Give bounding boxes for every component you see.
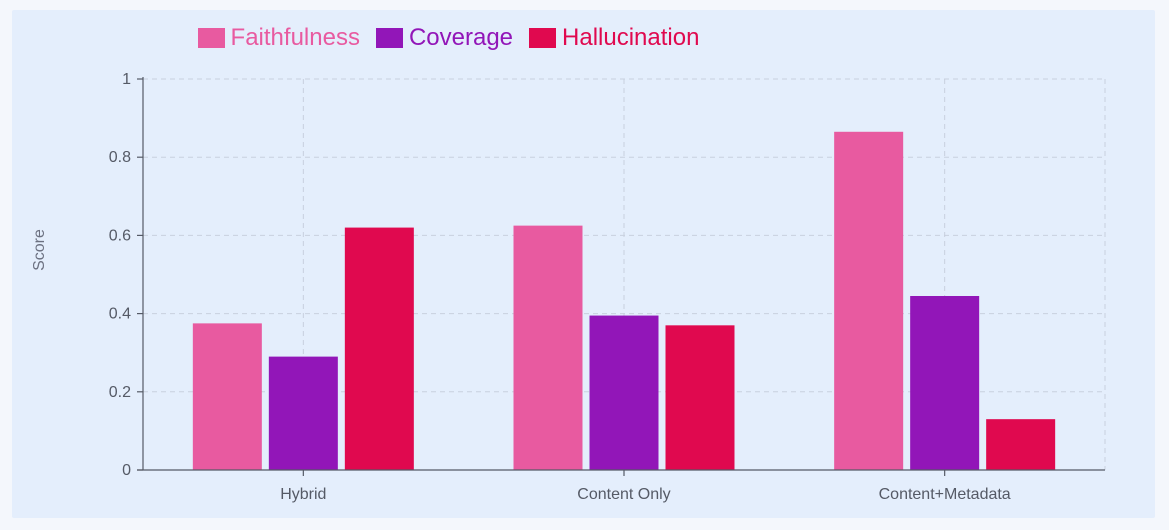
legend-item-hallucination[interactable]: Hallucination [529, 24, 699, 52]
y-tick-label: 0.8 [109, 149, 131, 166]
legend-label-hallucination: Hallucination [562, 24, 700, 51]
bar-hallucination-content-only [665, 325, 735, 470]
legend-label-faithfulness: Faithfulness [230, 24, 360, 51]
bar-coverage-hybrid [268, 356, 338, 470]
bar-faithfulness-hybrid [192, 323, 262, 470]
x-tick-label: Hybrid [280, 486, 326, 503]
legend-swatch-hallucination [529, 28, 557, 48]
x-tick-label: Content Only [577, 486, 670, 503]
y-axis-title: Score [31, 229, 48, 271]
legend-label-coverage: Coverage [408, 24, 514, 51]
bar-faithfulness-content-only [513, 225, 583, 470]
x-tick-label: Content+Metadata [879, 486, 1011, 503]
bar-groups [192, 131, 1056, 470]
chart-panel: Faithfulness Coverage Hallucination 0 0.2… [12, 10, 1155, 518]
y-tick-label: 0.2 [109, 384, 131, 401]
legend-item-coverage[interactable]: Coverage [375, 24, 514, 52]
y-tick-label: 1 [122, 71, 131, 88]
y-tick-label: 0.4 [109, 306, 131, 323]
bar-coverage-content-metadata [910, 296, 980, 470]
legend-swatch-faithfulness [197, 28, 225, 48]
legend-item-faithfulness[interactable]: Faithfulness [197, 24, 360, 52]
legend-swatch-coverage [375, 28, 403, 48]
bar-chart: 0 0.2 0.4 0.6 0.8 1 Hybrid Content Only Content… [31, 71, 1106, 503]
bar-coverage-content-only [589, 315, 659, 470]
chart-legend: Faithfulness Coverage Hallucination [12, 24, 1155, 52]
y-tick-label: 0 [122, 462, 131, 479]
axes [137, 77, 1105, 471]
bar-hallucination-content-metadata [986, 419, 1056, 470]
x-axis-ticks: Hybrid Content Only Content+Metadata [280, 470, 1011, 503]
bar-faithfulness-content-metadata [834, 131, 904, 470]
bar-hallucination-hybrid [344, 227, 414, 470]
y-axis-ticks: 0 0.2 0.4 0.6 0.8 1 [109, 71, 143, 479]
y-tick-label: 0.6 [109, 227, 131, 244]
